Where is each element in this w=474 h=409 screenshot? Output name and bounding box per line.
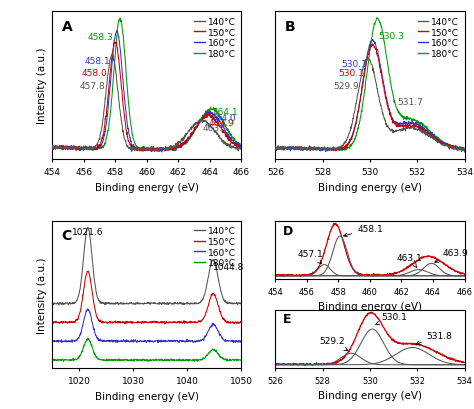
Text: 529.9: 529.9 — [334, 82, 359, 91]
Text: 457.1: 457.1 — [297, 249, 323, 264]
Text: A: A — [62, 20, 73, 34]
X-axis label: Binding energy (eV): Binding energy (eV) — [318, 301, 422, 312]
Text: B: B — [285, 20, 295, 34]
Text: 531.8: 531.8 — [416, 331, 453, 345]
Y-axis label: Intensity (a.u.): Intensity (a.u.) — [36, 47, 46, 124]
Text: 464.1: 464.1 — [212, 108, 238, 117]
Text: 1044.8: 1044.8 — [213, 263, 245, 272]
Text: E: E — [283, 312, 292, 326]
Text: 463.9: 463.9 — [435, 248, 468, 263]
Text: 530.1: 530.1 — [338, 69, 364, 77]
Y-axis label: Intensity (a.u.): Intensity (a.u.) — [36, 256, 46, 333]
X-axis label: Binding energy (eV): Binding energy (eV) — [318, 182, 422, 192]
Legend: 140°C, 150°C, 160°C, 180°C: 140°C, 150°C, 160°C, 180°C — [417, 17, 460, 60]
Text: 463.5: 463.5 — [203, 124, 228, 133]
Text: 530.1: 530.1 — [342, 60, 367, 69]
Legend: 140°C, 150°C, 160°C, 180°C: 140°C, 150°C, 160°C, 180°C — [193, 226, 237, 269]
X-axis label: Binding energy (eV): Binding energy (eV) — [95, 391, 199, 401]
Text: 531.7: 531.7 — [397, 98, 423, 107]
Text: C: C — [62, 228, 72, 243]
Text: 530.3: 530.3 — [378, 32, 404, 41]
X-axis label: Binding energy (eV): Binding energy (eV) — [95, 182, 199, 192]
Text: 458.1: 458.1 — [344, 225, 383, 237]
Text: 529.2: 529.2 — [319, 337, 348, 351]
Text: 458.1: 458.1 — [84, 57, 110, 66]
Text: 1021.6: 1021.6 — [72, 227, 103, 236]
Text: D: D — [283, 224, 293, 237]
Text: 458.0: 458.0 — [82, 69, 108, 77]
X-axis label: Binding energy (eV): Binding energy (eV) — [318, 390, 422, 400]
Text: 464.0: 464.0 — [210, 114, 236, 123]
Text: 457.8: 457.8 — [79, 82, 105, 91]
Text: 463.9: 463.9 — [209, 119, 235, 128]
Text: 463.1: 463.1 — [396, 254, 422, 268]
Text: 530.1: 530.1 — [376, 312, 408, 325]
Text: 458.3: 458.3 — [87, 33, 113, 42]
Legend: 140°C, 150°C, 160°C, 180°C: 140°C, 150°C, 160°C, 180°C — [193, 17, 237, 60]
